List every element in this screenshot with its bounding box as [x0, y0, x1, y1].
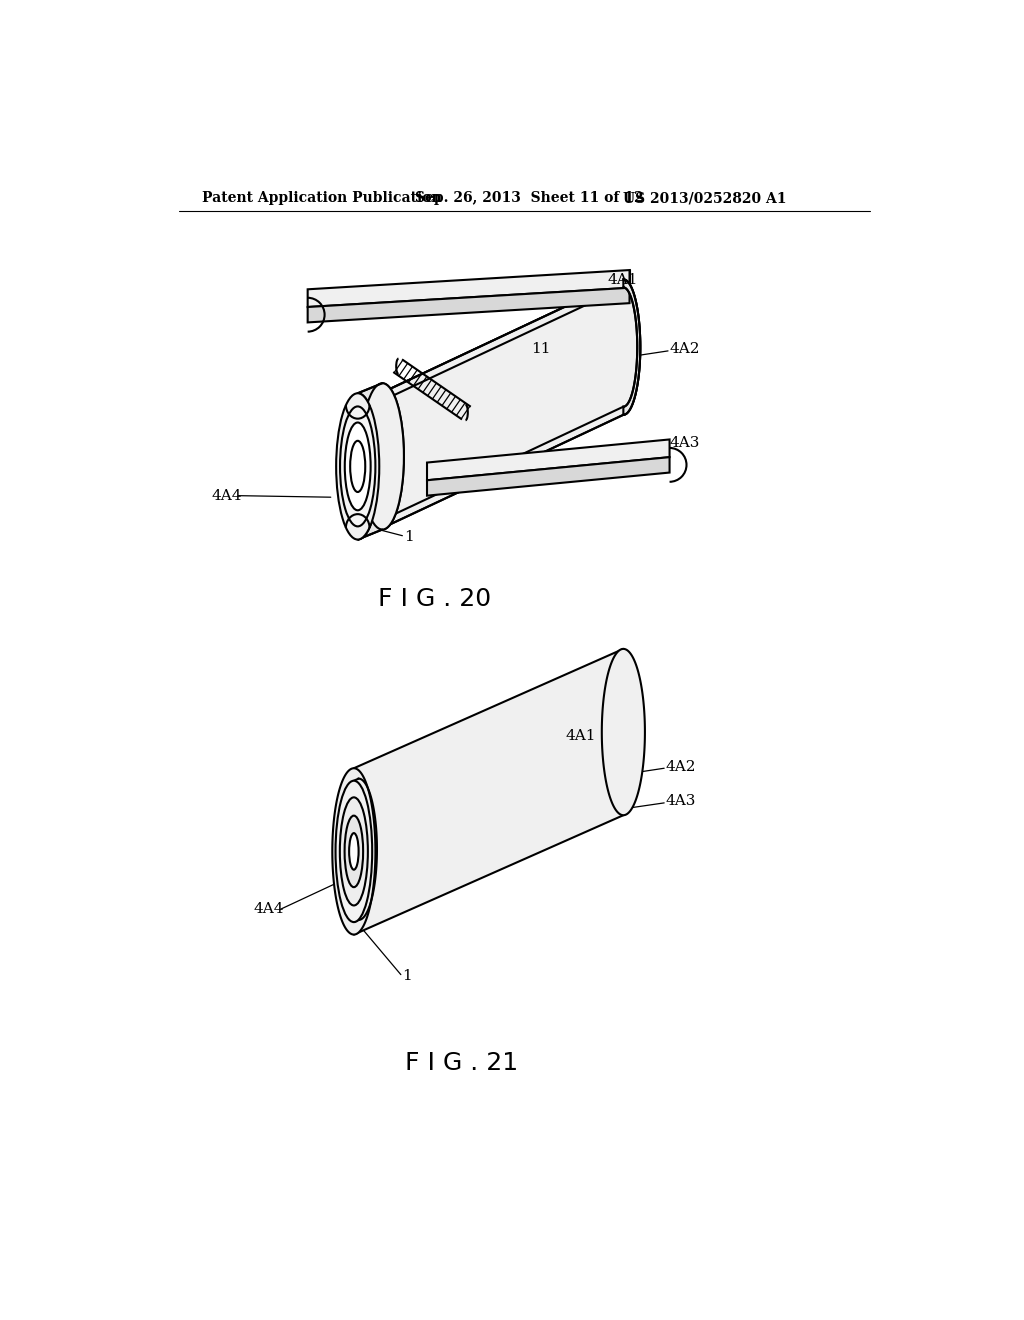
Text: 4A1: 4A1 [565, 729, 596, 743]
Ellipse shape [345, 422, 371, 511]
Ellipse shape [345, 816, 364, 887]
Text: 1: 1 [402, 969, 412, 983]
Text: 4A2: 4A2 [670, 342, 700, 356]
Polygon shape [427, 440, 670, 480]
Text: 4A1: 4A1 [608, 273, 638, 286]
Text: F I G . 20: F I G . 20 [378, 587, 492, 611]
Text: 4A4: 4A4 [254, 902, 285, 916]
Text: 1: 1 [403, 531, 414, 544]
Polygon shape [370, 280, 640, 535]
Polygon shape [357, 383, 403, 540]
Ellipse shape [350, 441, 366, 492]
Text: Sep. 26, 2013  Sheet 11 of 12: Sep. 26, 2013 Sheet 11 of 12 [416, 191, 644, 206]
Polygon shape [602, 649, 645, 816]
Polygon shape [427, 457, 670, 496]
Polygon shape [307, 271, 630, 308]
Text: 4A3: 4A3 [666, 795, 696, 808]
Text: 4A2: 4A2 [666, 760, 696, 774]
Text: US 2013/0252820 A1: US 2013/0252820 A1 [624, 191, 786, 206]
Text: 4A4: 4A4 [211, 488, 242, 503]
Text: 11: 11 [531, 342, 551, 356]
Polygon shape [307, 288, 630, 322]
Ellipse shape [360, 383, 403, 529]
Ellipse shape [340, 407, 376, 527]
Ellipse shape [336, 393, 379, 540]
Ellipse shape [349, 833, 358, 870]
Text: Patent Application Publication: Patent Application Publication [202, 191, 441, 206]
Ellipse shape [336, 780, 372, 923]
Polygon shape [333, 649, 645, 935]
Text: 4A3: 4A3 [670, 437, 700, 450]
Text: F I G . 21: F I G . 21 [406, 1051, 518, 1076]
Polygon shape [333, 768, 376, 935]
Ellipse shape [340, 797, 368, 906]
Polygon shape [624, 280, 640, 414]
